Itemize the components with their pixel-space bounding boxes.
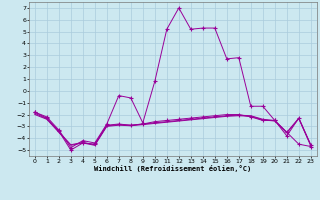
- X-axis label: Windchill (Refroidissement éolien,°C): Windchill (Refroidissement éolien,°C): [94, 165, 252, 172]
